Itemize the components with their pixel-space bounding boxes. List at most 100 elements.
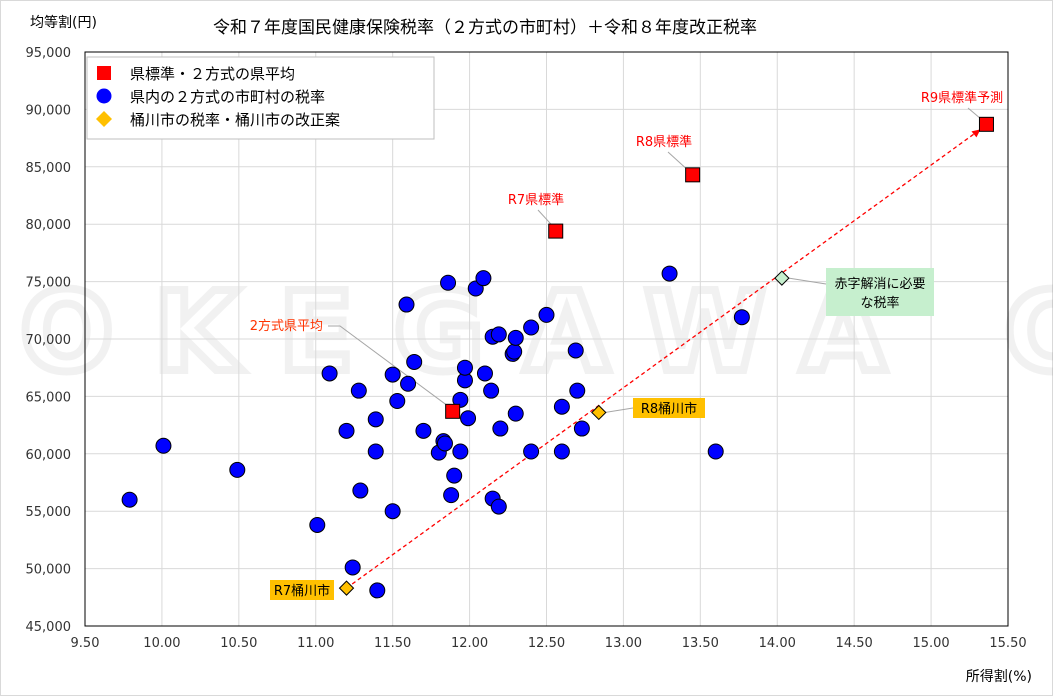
y-tick-label: 55,000 <box>26 505 72 520</box>
x-tick-label: 11.50 <box>374 636 411 651</box>
data-point-circle <box>436 435 453 452</box>
label-r8-okegawa: R8桶川市 <box>641 401 697 417</box>
label-r7-okegawa: R7桶川市 <box>274 583 330 599</box>
data-point-diamond-green <box>774 270 790 286</box>
trend-arrowhead <box>971 129 981 138</box>
label-r7-standard: R7県標準 <box>508 192 564 208</box>
label-r9-forecast: R9県標準予測 <box>921 90 1003 106</box>
data-point-circle <box>350 382 367 399</box>
data-point-circle <box>384 366 401 383</box>
x-tick-label: 13.50 <box>682 636 719 651</box>
trend-line <box>346 128 981 589</box>
data-point-circle <box>733 309 750 326</box>
data-point-square <box>685 167 701 183</box>
y-axis-ticks: 45,000 50,000 55,000 60,000 65,000 70,000 75,0… <box>26 46 72 635</box>
data-marks <box>121 116 994 599</box>
data-point-circle <box>369 582 386 599</box>
data-point-circle <box>344 559 361 576</box>
x-tick-label: 10.00 <box>143 636 180 651</box>
data-point-circle <box>398 296 415 313</box>
plot-area <box>84 51 1009 627</box>
data-point-circle <box>229 461 246 478</box>
data-point-circle <box>483 382 500 399</box>
leader-r8-standard <box>667 151 688 171</box>
data-point-circle <box>523 443 540 460</box>
data-point-circle <box>443 487 460 504</box>
label-deficit-line1: 赤字解消に必要 <box>834 277 925 292</box>
y-tick-label: 45,000 <box>26 620 72 635</box>
data-point-circle <box>406 353 423 370</box>
label-pref-average: 2方式県平均 <box>250 318 323 334</box>
x-tick-label: 11.00 <box>297 636 334 651</box>
data-point-circle <box>367 443 384 460</box>
chart-title: 令和７年度国民健康保険税率（２方式の市町村）＋令和８年度改正税率 <box>213 18 757 38</box>
leader-r7-standard <box>537 209 554 227</box>
y-tick-label: 90,000 <box>26 103 72 118</box>
data-point-circle <box>553 443 570 460</box>
x-tick-label: 15.50 <box>989 636 1026 651</box>
x-tick-label: 15.00 <box>912 636 949 651</box>
data-point-circle <box>389 392 406 409</box>
data-point-circle <box>490 326 507 343</box>
data-point-circle <box>460 410 477 427</box>
x-axis-label: 所得割(%) <box>966 668 1032 685</box>
data-point-circle <box>338 422 355 439</box>
y-axis-label: 均等割(円) <box>30 14 97 31</box>
label-box-r8-okegawa <box>633 398 705 418</box>
y-tick-label: 80,000 <box>26 218 72 233</box>
data-point-circle <box>384 503 401 520</box>
y-tick-label: 85,000 <box>26 161 72 176</box>
y-tick-label: 95,000 <box>26 46 72 61</box>
legend-entry: 県標準・２方式の県平均 <box>130 65 295 83</box>
data-point-circle <box>121 491 138 508</box>
legend-entry: 県内の２方式の市町村の税率 <box>130 88 325 106</box>
data-point-circle <box>707 443 724 460</box>
y-tick-label: 50,000 <box>26 563 72 578</box>
data-point-circle <box>476 365 493 382</box>
x-tick-label: 9.50 <box>71 636 100 651</box>
data-point-circle <box>567 342 584 359</box>
label-box-deficit <box>826 268 934 316</box>
data-point-circle <box>440 274 457 291</box>
data-point-circle <box>523 319 540 336</box>
data-point-square <box>445 403 461 419</box>
data-point-diamond <box>338 580 355 596</box>
data-point-circle <box>309 516 326 533</box>
data-point-circle <box>490 498 507 515</box>
label-r8-standard: R8県標準 <box>636 134 692 150</box>
data-point-circle <box>553 398 570 415</box>
legend-entry: 桶川市の税率・桶川市の改正案 <box>130 111 340 129</box>
legend-diamond-icon <box>96 111 112 127</box>
x-tick-label: 12.00 <box>451 636 488 651</box>
data-point-circle <box>456 359 473 376</box>
legend-box <box>86 56 435 140</box>
data-point-circle <box>452 443 469 460</box>
y-tick-label: 65,000 <box>26 390 72 405</box>
x-tick-label: 13.00 <box>605 636 642 651</box>
x-tick-label: 14.50 <box>836 636 873 651</box>
data-point-circle <box>367 411 384 428</box>
data-point-circle <box>452 391 469 408</box>
data-point-circle <box>352 482 369 499</box>
data-point-circle <box>661 265 678 282</box>
x-tick-label: 14.00 <box>759 636 796 651</box>
label-deficit-line2: な税率 <box>860 295 899 311</box>
annotations: 2方式県平均 R7県標準 R8県標準 R9県標準予測 R8桶川市 R7桶川市 赤字解消に必要… <box>250 90 1003 600</box>
x-tick-label: 10.50 <box>220 636 257 651</box>
data-point-diamond <box>591 404 607 421</box>
data-point-square <box>548 223 564 239</box>
y-tick-label: 70,000 <box>26 333 72 348</box>
data-point-circle <box>155 437 172 454</box>
data-point-circle <box>492 420 509 437</box>
data-point-circle <box>506 343 523 360</box>
y-tick-label: 75,000 <box>26 276 72 291</box>
legend-circle-icon <box>96 88 112 104</box>
legend-square-icon <box>97 66 111 80</box>
data-point-circle <box>507 329 524 346</box>
leader-r8-okegawa <box>604 407 634 413</box>
data-point-circle <box>321 365 338 382</box>
data-point-circle <box>507 405 524 422</box>
data-point-circle <box>415 422 432 439</box>
